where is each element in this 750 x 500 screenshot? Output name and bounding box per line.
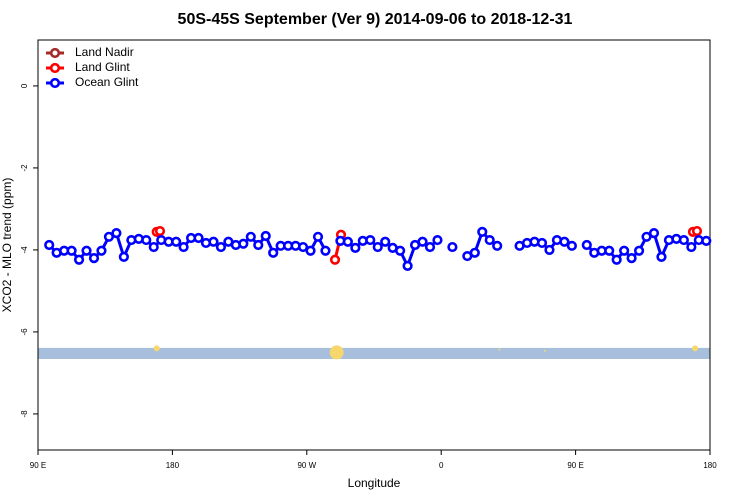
band <box>38 347 710 359</box>
data-point <box>96 245 107 256</box>
data-point <box>447 241 458 253</box>
chart-title: 50S-45S September (Ver 9) 2014-09-06 to … <box>178 11 573 28</box>
data-point <box>395 245 406 256</box>
legend-label: Land Glint <box>75 60 130 74</box>
data-point <box>701 235 712 246</box>
data-point <box>320 245 331 256</box>
data-point <box>417 236 428 247</box>
x-tick-label: 90 E <box>30 461 46 470</box>
data-point <box>469 247 480 258</box>
data-point <box>678 234 689 246</box>
y-tick-label: 0 <box>20 83 29 88</box>
data-point <box>238 238 249 249</box>
data-point <box>171 236 182 247</box>
data-point <box>253 239 264 251</box>
data-point <box>691 225 703 237</box>
overlay-marker <box>153 345 160 352</box>
data-point <box>118 251 129 262</box>
x-tick-label: 180 <box>166 461 180 470</box>
y-tick-label: -6 <box>20 328 29 336</box>
data-point <box>641 231 652 242</box>
plot-frame <box>37 39 711 451</box>
y-axis-label: XCO2 - MLO trend (ppm) <box>0 178 14 313</box>
x-tick-label: 90 W <box>297 461 316 470</box>
data-point <box>372 241 383 253</box>
y-tick-label: -4 <box>20 246 29 254</box>
data-point <box>154 225 166 237</box>
legend-label: Ocean Glint <box>75 75 139 89</box>
data-point <box>544 244 555 256</box>
data-point <box>193 232 204 244</box>
data-point <box>148 241 159 253</box>
data-point <box>559 236 570 247</box>
data-point <box>424 241 436 253</box>
overlay-marker <box>329 345 344 360</box>
data-point <box>633 245 645 256</box>
data-point <box>566 240 577 251</box>
data-point <box>111 228 122 239</box>
data-point <box>342 236 353 247</box>
x-tick-label: 0 <box>439 461 444 470</box>
y-tick-label: -2 <box>20 164 29 172</box>
data-point <box>44 239 55 251</box>
data-point <box>581 239 592 251</box>
legend-marker <box>49 62 61 74</box>
data-point <box>380 236 391 247</box>
data-point <box>245 231 256 242</box>
overlay-marker <box>543 349 546 352</box>
y-tick-label: -8 <box>20 410 29 418</box>
data-point <box>648 228 660 239</box>
data-point <box>626 253 637 264</box>
data-point <box>268 247 279 258</box>
legend-marker <box>49 77 61 89</box>
data-point <box>88 253 100 264</box>
data-point <box>611 254 622 265</box>
data-point <box>329 254 341 265</box>
data-point <box>477 226 488 237</box>
overlay-marker <box>692 345 699 352</box>
data-point <box>686 241 697 253</box>
overlay-marker <box>498 348 501 351</box>
data-point <box>365 234 376 246</box>
data-point <box>103 231 115 242</box>
data-point <box>178 241 189 253</box>
data-point <box>350 242 361 253</box>
data-point <box>66 245 77 256</box>
legend-label: Land Nadir <box>75 45 134 59</box>
data-point <box>619 245 630 256</box>
data-point <box>81 245 92 256</box>
x-axis-label: Longitude <box>348 476 401 490</box>
data-point <box>402 260 413 272</box>
data-point <box>432 234 443 246</box>
data-point <box>73 254 85 265</box>
data-point <box>312 231 324 242</box>
data-point <box>484 234 495 246</box>
data-point <box>297 241 309 253</box>
data-point <box>141 234 152 246</box>
legend-marker <box>49 47 61 59</box>
data-point <box>305 245 316 256</box>
data-point <box>656 251 667 262</box>
data-point <box>604 245 615 256</box>
data-point <box>492 240 503 251</box>
data-point <box>215 241 227 253</box>
data-point <box>260 230 271 242</box>
data-point <box>536 237 548 249</box>
data-point <box>208 236 219 247</box>
x-tick-label: 90 E <box>567 461 583 470</box>
x-tick-label: 180 <box>703 461 717 470</box>
